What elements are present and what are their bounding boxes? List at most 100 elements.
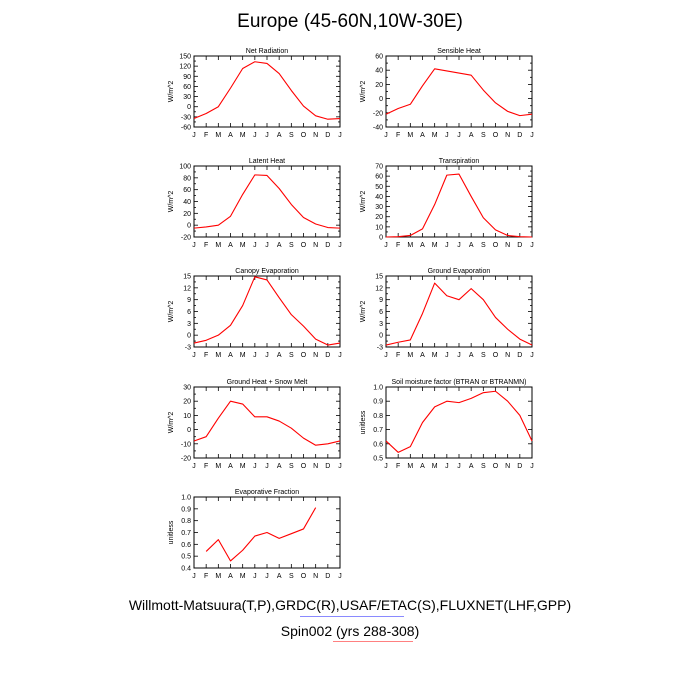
- x-tick-label: J: [384, 463, 388, 470]
- x-tick-label: D: [517, 463, 522, 470]
- x-tick-label: M: [215, 132, 221, 139]
- panel-title: Evaporative Fraction: [235, 489, 299, 496]
- x-tick-label: S: [289, 242, 294, 249]
- y-tick-label: 90: [183, 74, 191, 81]
- x-tick-label: J: [338, 463, 342, 470]
- x-tick-label: D: [517, 242, 522, 249]
- y-tick-label: 0: [187, 223, 191, 230]
- panel-title: Soil moisture factor (BTRAN or BTRANMN): [392, 379, 527, 386]
- y-tick-label: 100: [179, 164, 191, 171]
- x-tick-label: A: [228, 132, 233, 139]
- x-tick-label: J: [253, 573, 257, 580]
- x-tick-label: N: [313, 573, 318, 580]
- x-tick-label: M: [407, 463, 413, 470]
- x-tick-label: J: [530, 132, 534, 139]
- x-tick-label: A: [277, 242, 282, 249]
- x-tick-label: M: [407, 242, 413, 249]
- x-tick-label: J: [253, 132, 257, 139]
- x-tick-label: F: [204, 352, 208, 359]
- x-tick-label: N: [313, 132, 318, 139]
- series-line: [385, 390, 533, 453]
- x-tick-label: J: [457, 132, 461, 139]
- x-tick-label: A: [420, 352, 425, 359]
- x-tick-label: A: [469, 352, 474, 359]
- y-axis-label: W/m^2: [168, 191, 175, 213]
- panel-title: Ground Evaporation: [428, 268, 491, 275]
- y-tick-label: 20: [375, 82, 383, 89]
- x-tick-label: O: [301, 463, 307, 470]
- x-tick-label: J: [445, 132, 449, 139]
- x-tick-label: O: [301, 573, 307, 580]
- x-tick-label: N: [505, 352, 510, 359]
- y-axis-label: W/m^2: [168, 301, 175, 323]
- x-tick-label: J: [445, 242, 449, 249]
- x-tick-label: O: [493, 132, 499, 139]
- series-line: [385, 282, 533, 346]
- x-tick-label: N: [505, 242, 510, 249]
- y-tick-label: 70: [375, 164, 383, 171]
- x-tick-label: A: [469, 463, 474, 470]
- y-tick-label: 0.8: [181, 518, 191, 525]
- x-tick-label: D: [325, 242, 330, 249]
- x-tick-label: J: [253, 242, 257, 249]
- panel-7: Ground Heat + Snow Melt W/m^2 -20 -10 0 10 20 3…: [168, 379, 342, 470]
- y-tick-label: 0: [379, 333, 383, 340]
- x-tick-label: D: [325, 573, 330, 580]
- x-tick-label: M: [240, 463, 246, 470]
- y-tick-label: 20: [183, 211, 191, 218]
- y-tick-label: 0.5: [181, 554, 191, 561]
- y-tick-label: 0.6: [373, 441, 383, 448]
- y-tick-label: 30: [183, 385, 191, 392]
- series-line: [385, 68, 533, 117]
- y-tick-label: 30: [183, 94, 191, 101]
- y-tick-label: 0.7: [181, 530, 191, 537]
- y-tick-label: -20: [373, 110, 383, 117]
- y-tick-label: 1.0: [181, 495, 191, 502]
- panel-title: Canopy Evaporation: [235, 268, 299, 275]
- x-tick-label: J: [457, 352, 461, 359]
- x-tick-label: S: [481, 463, 486, 470]
- data-source-underline: [300, 616, 404, 617]
- y-tick-label: 20: [183, 399, 191, 406]
- y-tick-label: 12: [183, 285, 191, 292]
- x-tick-label: A: [277, 573, 282, 580]
- y-tick-label: 0: [187, 333, 191, 340]
- y-tick-label: 80: [183, 175, 191, 182]
- y-tick-label: 0: [187, 427, 191, 434]
- panel-title: Transpiration: [439, 158, 480, 165]
- series-line: [385, 173, 533, 238]
- y-tick-label: 15: [183, 274, 191, 281]
- x-tick-label: F: [396, 132, 400, 139]
- y-axis-label: unitless: [168, 520, 175, 544]
- y-tick-label: -3: [185, 345, 191, 352]
- x-tick-label: M: [215, 573, 221, 580]
- x-tick-label: A: [277, 132, 282, 139]
- x-tick-label: F: [204, 463, 208, 470]
- x-tick-label: A: [277, 463, 282, 470]
- y-tick-label: 9: [379, 297, 383, 304]
- x-tick-label: A: [228, 463, 233, 470]
- y-tick-label: 0.4: [181, 566, 191, 573]
- x-tick-label: D: [517, 132, 522, 139]
- y-tick-label: -20: [181, 235, 191, 242]
- y-tick-label: 30: [375, 204, 383, 211]
- x-tick-label: J: [253, 463, 257, 470]
- y-tick-label: 15: [375, 274, 383, 281]
- x-tick-label: J: [265, 352, 269, 359]
- y-axis-label: unitless: [360, 410, 367, 434]
- x-tick-label: J: [338, 352, 342, 359]
- x-tick-label: N: [313, 242, 318, 249]
- series-line: [205, 507, 317, 562]
- x-tick-label: J: [192, 352, 196, 359]
- y-tick-label: -3: [377, 345, 383, 352]
- x-tick-label: N: [313, 463, 318, 470]
- x-tick-label: J: [192, 242, 196, 249]
- x-tick-label: M: [215, 242, 221, 249]
- x-tick-label: J: [457, 463, 461, 470]
- x-tick-label: S: [289, 352, 294, 359]
- run-underline: [333, 641, 413, 642]
